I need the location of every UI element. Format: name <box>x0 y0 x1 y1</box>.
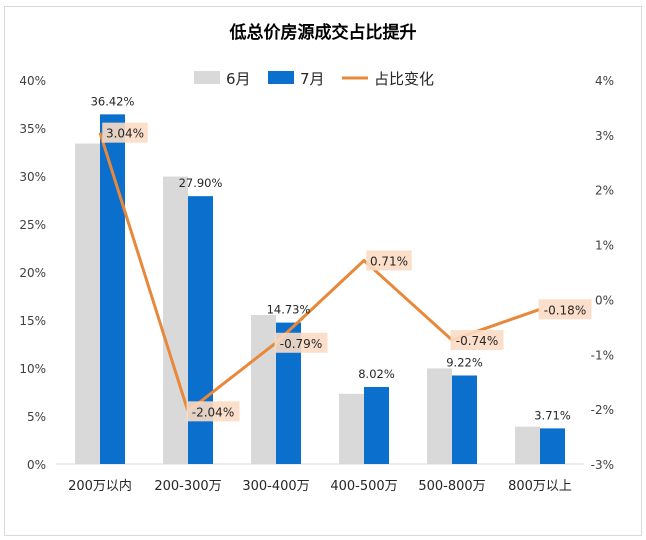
chart-title: 低总价房源成交占比提升 <box>229 22 417 43</box>
line-label-box <box>186 401 240 422</box>
x-tick-label: 200万以内 <box>68 478 132 494</box>
legend-swatch <box>194 71 220 84</box>
y-left-tick-label: 40% <box>19 74 46 88</box>
y-left-tick-label: 20% <box>19 266 46 280</box>
y-right-tick-label: -1% <box>591 348 614 362</box>
line-data-label: -2.04% <box>192 405 234 419</box>
y-left-tick-label: 10% <box>19 362 46 376</box>
bar-7月 <box>188 196 213 464</box>
x-tick-label: 200-300万 <box>154 479 221 494</box>
bar-data-label: 9.22% <box>446 355 483 369</box>
y-right-tick-label: 1% <box>595 239 614 253</box>
bar-data-label: 14.73% <box>267 303 311 317</box>
y-right-tick-label: -3% <box>591 458 614 472</box>
y-left-tick-label: 5% <box>27 410 46 424</box>
bar-6月 <box>339 393 364 464</box>
line-data-label: -0.79% <box>280 337 322 351</box>
bar-data-label: 27.90% <box>179 176 223 190</box>
x-tick-label: 400-500万 <box>330 479 397 494</box>
y-left-tick-label: 25% <box>19 218 46 232</box>
bar-data-label: 3.71% <box>534 408 571 422</box>
y-left-tick-label: 15% <box>19 314 46 328</box>
bar-data-label: 36.42% <box>91 94 135 108</box>
line-label-box <box>274 332 328 353</box>
y-left-tick-label: 35% <box>19 122 46 136</box>
y-right-tick-label: -2% <box>591 403 614 417</box>
y-left-tick-label: 0% <box>27 458 46 472</box>
bar-7月 <box>100 114 125 465</box>
bar-6月 <box>515 426 540 464</box>
x-tick-label: 300-400万 <box>242 479 309 494</box>
bar-6月 <box>427 368 452 464</box>
legend-label: 7月 <box>300 70 325 88</box>
legend-label: 6月 <box>226 70 251 88</box>
y-left-tick-label: 30% <box>19 170 46 184</box>
x-tick-label: 500-800万 <box>418 479 485 494</box>
bar-7月 <box>540 428 565 464</box>
legend-label: 占比变化 <box>374 70 434 88</box>
bar-6月 <box>75 143 100 464</box>
bar-6月 <box>251 315 276 464</box>
line-label-box <box>538 299 592 320</box>
legend-swatch <box>268 71 294 84</box>
line-data-label: 0.71% <box>370 254 408 268</box>
bar-6月 <box>163 176 188 465</box>
y-right-tick-label: 0% <box>595 293 614 307</box>
chart-frame <box>4 6 642 536</box>
bar-7月 <box>364 387 389 464</box>
bar-7月 <box>452 375 477 464</box>
line-data-label: -0.18% <box>544 303 586 317</box>
line-label-box <box>450 330 504 351</box>
line-label-box <box>366 250 412 271</box>
y-right-tick-label: 3% <box>595 129 614 143</box>
x-tick-label: 800万以上 <box>508 479 572 494</box>
line-data-label: -0.74% <box>456 334 498 348</box>
bar-data-label: 8.02% <box>358 367 395 381</box>
y-right-tick-label: 2% <box>595 184 614 198</box>
line-label-box <box>102 122 148 143</box>
legend: 6月 7月 占比变化 <box>194 70 434 88</box>
y-right-tick-label: 4% <box>595 74 614 88</box>
line-data-label: 3.04% <box>106 127 144 141</box>
